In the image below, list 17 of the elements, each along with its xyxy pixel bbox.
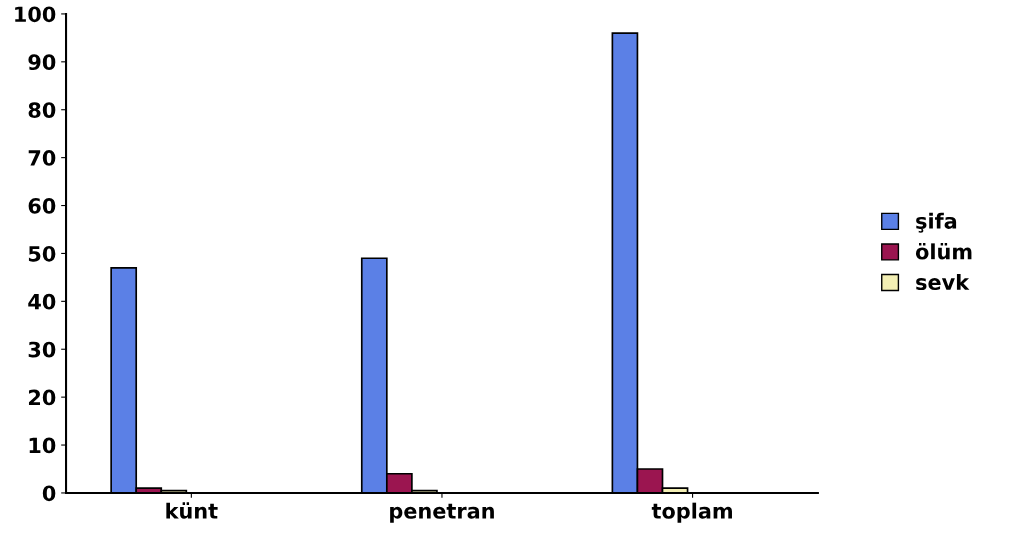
y-tick-label: 80 xyxy=(28,102,56,118)
y-tick-label: 100 xyxy=(15,6,56,23)
y-tick-label: 50 xyxy=(28,245,56,262)
y-tick-label: 30 xyxy=(28,341,56,358)
x-tick-label: künt xyxy=(166,502,218,519)
legend-label: ölüm xyxy=(915,243,972,260)
y-tick-label: 40 xyxy=(28,293,56,310)
y-tick-label: 20 xyxy=(28,389,56,406)
x-tick-label: penetran xyxy=(390,503,494,523)
legend-label: şifa xyxy=(916,212,957,233)
y-tick-label: 70 xyxy=(28,150,56,166)
y-tick-label: 90 xyxy=(28,54,56,71)
y-tick-label: 0 xyxy=(42,485,56,502)
y-tick-label: 10 xyxy=(29,437,56,454)
legend-label: sevk xyxy=(916,273,970,291)
x-tick-label: toplam xyxy=(651,502,732,523)
y-tick-label: 60 xyxy=(28,197,56,214)
